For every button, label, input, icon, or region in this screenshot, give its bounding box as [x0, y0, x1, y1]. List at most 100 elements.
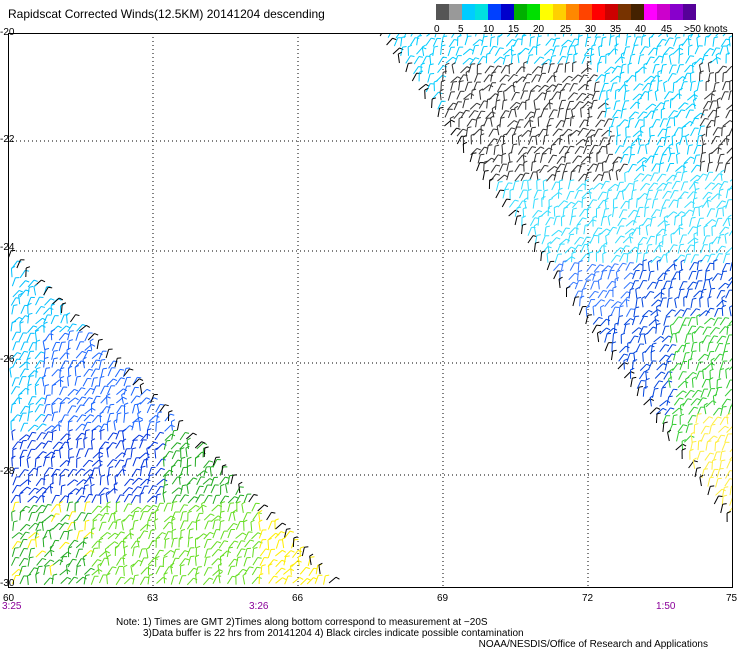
wind-barb — [719, 46, 724, 55]
wind-barb — [252, 557, 259, 566]
wind-barb — [10, 297, 17, 306]
wind-barb — [688, 271, 693, 280]
wind-barb — [604, 299, 611, 308]
wind-barb — [156, 458, 163, 467]
wind-barb — [34, 424, 39, 428]
wind-barb — [227, 550, 232, 554]
wind-barb — [11, 305, 15, 315]
wind-barb — [171, 430, 175, 440]
wind-barb — [614, 45, 617, 55]
wind-barb — [518, 134, 523, 137]
wind-barb — [123, 537, 128, 540]
wind-barb — [608, 168, 613, 172]
wind-barb — [34, 331, 37, 341]
wind-barb — [707, 486, 711, 496]
wind-barb — [89, 475, 92, 485]
wind-barb — [613, 161, 619, 163]
wind-barb — [141, 465, 146, 468]
wind-barb — [617, 218, 623, 227]
wind-barb — [108, 521, 114, 530]
wind-barb — [678, 90, 681, 100]
wind-barb — [632, 130, 641, 138]
wind-barb — [545, 126, 548, 136]
wind-barb — [495, 93, 500, 96]
wind-barb — [722, 207, 724, 217]
wind-barb — [692, 297, 697, 300]
wind-barb — [82, 378, 88, 387]
wind-barb — [631, 45, 635, 55]
wind-barb — [82, 485, 86, 495]
wind-barb — [93, 377, 98, 379]
wind-barb — [75, 404, 81, 413]
wind-barb — [692, 459, 696, 469]
wind-barb — [114, 459, 121, 468]
wind-barb — [570, 201, 575, 205]
wind-barb — [163, 451, 170, 459]
wind-barb — [42, 491, 47, 495]
wind-barb — [445, 56, 454, 64]
wind-barb — [685, 136, 688, 146]
wind-barb — [598, 278, 603, 281]
wind-barb — [306, 577, 314, 585]
wind-barb — [607, 214, 612, 218]
wind-barb — [659, 297, 664, 307]
wind-barb — [565, 227, 570, 230]
wind-barb — [523, 120, 530, 129]
wind-barb — [673, 244, 678, 246]
wind-barb — [631, 137, 639, 145]
wind-barb — [12, 521, 15, 531]
wind-barb — [280, 531, 285, 534]
wind-barb — [234, 540, 239, 543]
wind-barb — [649, 35, 654, 39]
wind-barb — [614, 235, 622, 244]
wind-barb — [667, 432, 670, 442]
wind-barb — [655, 324, 658, 334]
wind-barb — [646, 236, 652, 245]
wind-barb — [488, 144, 493, 146]
wind-barb — [642, 66, 647, 70]
wind-barb — [673, 172, 678, 181]
wind-barb — [81, 495, 86, 498]
wind-barb — [99, 505, 107, 513]
wind-barb — [640, 125, 645, 128]
wind-barb — [421, 44, 426, 48]
wind-barb — [550, 217, 555, 219]
wind-barb — [571, 246, 576, 250]
wind-barb — [477, 56, 484, 65]
wind-barb — [646, 326, 654, 335]
wind-barb — [35, 574, 38, 584]
wind-barb — [505, 110, 510, 112]
wind-barb — [179, 520, 185, 530]
colorbar-swatch — [670, 4, 683, 20]
wind-barb — [274, 531, 282, 539]
wind-barb — [225, 484, 228, 494]
wind-barb — [220, 501, 226, 504]
wind-barb — [116, 388, 124, 396]
wind-barb — [562, 55, 567, 58]
map-notes: Note: 1) Times are GMT 2)Times along bot… — [116, 617, 524, 639]
wind-barb — [405, 63, 409, 73]
wind-barb — [650, 172, 655, 182]
wind-barb — [59, 569, 68, 576]
wind-barb — [663, 80, 668, 84]
wind-barb — [68, 447, 73, 451]
wind-barb — [112, 432, 118, 435]
wind-barb — [595, 74, 602, 82]
wind-barb — [683, 33, 685, 37]
wind-barb — [518, 47, 526, 55]
wind-barb — [570, 179, 575, 182]
wind-barb — [138, 452, 147, 460]
wind-barb — [578, 244, 583, 247]
wind-barb — [139, 511, 144, 521]
wind-barb — [709, 452, 715, 455]
wind-barb — [210, 541, 218, 549]
wind-barb — [179, 442, 187, 450]
wind-barb — [538, 84, 546, 93]
wind-barb — [26, 456, 31, 460]
wind-barb — [450, 76, 458, 84]
wind-barb — [83, 469, 91, 476]
wind-barb — [553, 171, 557, 181]
wind-barb — [544, 226, 547, 236]
wind-barb — [596, 324, 601, 327]
wind-barb — [122, 438, 127, 442]
